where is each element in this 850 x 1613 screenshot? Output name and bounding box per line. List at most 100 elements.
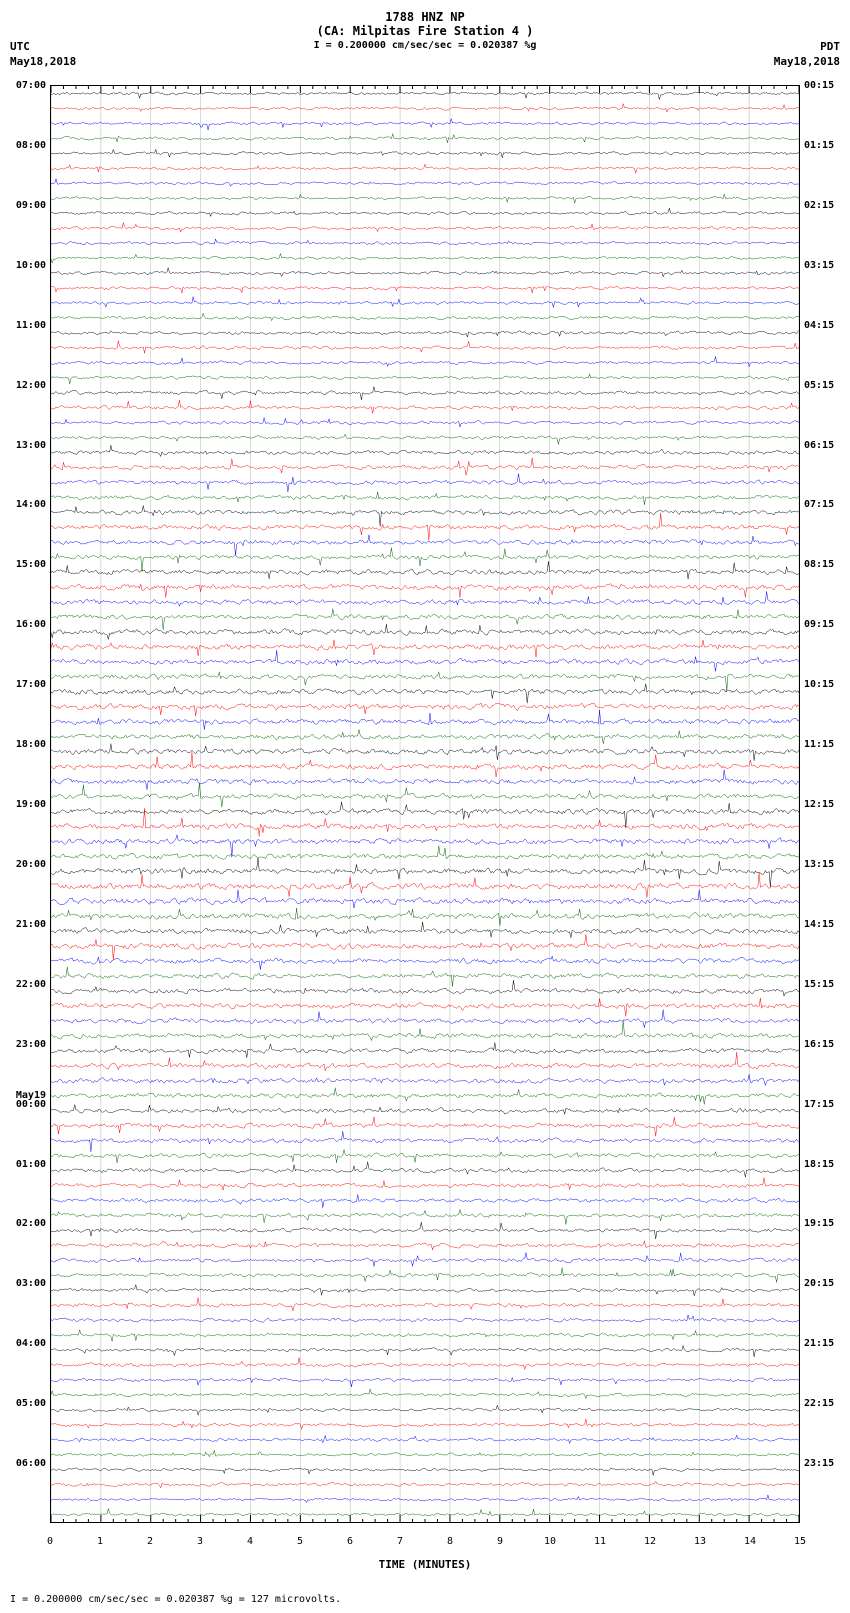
seismic-trace [51, 650, 799, 671]
seismic-trace [51, 164, 799, 173]
seismic-trace [51, 1468, 799, 1476]
tz-left: UTC [10, 40, 30, 53]
seismic-trace [51, 1346, 799, 1357]
seismic-trace [51, 223, 799, 232]
x-tick-label: 7 [397, 1536, 403, 1547]
seismic-trace [51, 119, 799, 130]
time-label: 13:00 [16, 440, 46, 451]
time-label: 11:15 [804, 739, 834, 750]
time-label: 23:00 [16, 1039, 46, 1050]
x-tick-label: 5 [297, 1536, 303, 1547]
time-label: 13:15 [804, 859, 834, 870]
seismic-trace [51, 474, 799, 492]
time-label: 21:15 [804, 1338, 834, 1349]
seismic-trace [51, 1509, 799, 1517]
seismogram-container: 1788 HNZ NP (CA: Milpitas Fire Station 4… [0, 0, 850, 1613]
footer: I = 0.200000 cm/sec/sec = 0.020387 %g = … [10, 1594, 341, 1605]
station-name: (CA: Milpitas Fire Station 4 ) [0, 24, 850, 38]
time-label: 10:00 [16, 260, 46, 271]
seismic-trace [51, 268, 799, 277]
time-label: 05:00 [16, 1398, 46, 1409]
time-label: 01:00 [16, 1159, 46, 1170]
seismic-trace [51, 1298, 799, 1311]
header: 1788 HNZ NP (CA: Milpitas Fire Station 4… [0, 0, 850, 51]
time-label: 14:15 [804, 919, 834, 930]
seismic-trace [51, 1315, 799, 1322]
time-label: 15:15 [804, 979, 834, 990]
seismic-trace [51, 513, 799, 541]
seismic-trace [51, 744, 799, 761]
time-label: 14:00 [16, 499, 46, 510]
time-label: 02:15 [804, 200, 834, 211]
seismic-trace [51, 1285, 799, 1296]
seismic-trace [51, 1222, 799, 1239]
seismic-trace [51, 1435, 799, 1443]
seismic-trace [51, 1117, 799, 1136]
seismic-trace [51, 1357, 799, 1369]
time-label: 18:00 [16, 739, 46, 750]
left-time-labels: 07:0008:0009:0010:0011:0012:0013:0014:00… [0, 85, 48, 1523]
seismic-trace [51, 703, 799, 716]
station-id: 1788 HNZ NP [0, 10, 850, 24]
time-label: 15:00 [16, 559, 46, 570]
time-label: 10:15 [804, 679, 834, 690]
seismic-trace [51, 684, 799, 703]
seismic-trace [51, 535, 799, 556]
x-axis-title: TIME (MINUTES) [0, 1558, 850, 1571]
date-right: May18,2018 [774, 55, 840, 68]
seismic-trace [51, 956, 799, 970]
time-label: 06:15 [804, 440, 834, 451]
seismic-trace [51, 1268, 799, 1283]
seismic-trace [51, 1088, 799, 1105]
x-tick-label: 9 [497, 1536, 503, 1547]
x-tick-label: 14 [744, 1536, 756, 1547]
time-label: 11:00 [16, 320, 46, 331]
seismic-trace [51, 730, 799, 744]
time-label: 16:00 [16, 619, 46, 630]
scale-text: = 0.200000 cm/sec/sec = 0.020387 %g [326, 40, 537, 51]
time-label: 04:15 [804, 320, 834, 331]
time-label: 22:00 [16, 979, 46, 990]
seismic-trace [51, 1450, 799, 1457]
seismic-trace [51, 808, 799, 836]
time-label: 19:00 [16, 799, 46, 810]
seismic-trace [51, 492, 799, 505]
time-label: 17:15 [804, 1099, 834, 1110]
time-label: 07:15 [804, 499, 834, 510]
seismic-trace [51, 179, 799, 186]
seismic-trace [51, 1495, 799, 1503]
seismic-trace [51, 890, 799, 908]
seismic-trace [51, 584, 799, 598]
seismic-trace [51, 297, 799, 308]
seismic-trace [51, 330, 799, 337]
seismic-trace [51, 1389, 799, 1399]
time-label: 22:15 [804, 1398, 834, 1409]
scale-line: I = 0.200000 cm/sec/sec = 0.020387 %g [0, 40, 850, 51]
time-label: 08:15 [804, 559, 834, 570]
time-label: 09:15 [804, 619, 834, 630]
seismic-trace [51, 458, 799, 476]
seismic-trace [51, 341, 799, 354]
seismic-trace [51, 1405, 799, 1415]
seismic-trace [51, 1020, 799, 1040]
seismic-trace [51, 770, 799, 790]
time-label: 18:15 [804, 1159, 834, 1170]
x-axis: 0123456789101112131415 [50, 1528, 800, 1558]
date-left: May18,2018 [10, 55, 76, 68]
seismic-trace [51, 92, 799, 100]
seismogram-svg [51, 86, 799, 1522]
seismic-trace [51, 1178, 799, 1190]
seismic-trace [51, 967, 799, 987]
seismic-trace [51, 672, 799, 692]
time-label: 12:00 [16, 380, 46, 391]
x-tick-label: 11 [594, 1536, 606, 1547]
seismic-trace [51, 313, 799, 320]
x-tick-label: 6 [347, 1536, 353, 1547]
time-label: 20:15 [804, 1278, 834, 1289]
time-label: 23:15 [804, 1458, 834, 1469]
seismic-trace [51, 418, 799, 427]
seismic-trace [51, 609, 799, 630]
seismic-trace [51, 434, 799, 444]
seismic-trace [51, 873, 799, 898]
seismic-trace [51, 374, 799, 384]
